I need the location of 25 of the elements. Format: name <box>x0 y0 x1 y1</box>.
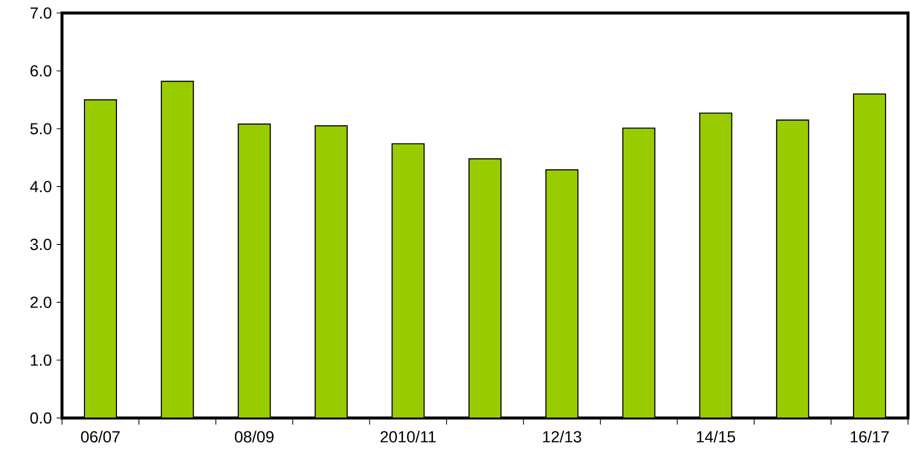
bar <box>314 125 348 418</box>
x-tick-label: 06/07 <box>81 430 120 442</box>
bar <box>468 158 502 418</box>
bar <box>545 169 578 418</box>
bar <box>853 93 886 418</box>
y-tick-label: 2.0 <box>30 296 52 308</box>
y-tick-label: 3.0 <box>30 238 52 250</box>
x-tick-label: 12/13 <box>543 430 582 442</box>
y-tick-label: 5.0 <box>30 123 52 134</box>
bar <box>238 124 271 418</box>
y-tick-label: 6.0 <box>30 65 52 77</box>
y-tick-label: 4.0 <box>30 180 52 192</box>
x-tick-label: 2010/11 <box>380 430 436 442</box>
y-tick-label: 0.0 <box>30 412 52 424</box>
bar <box>84 99 117 418</box>
x-tick-label: 08/09 <box>234 430 274 442</box>
y-tick-label: 7.0 <box>30 7 52 19</box>
y-tick-label: 1.0 <box>30 354 52 366</box>
bar <box>160 80 194 418</box>
bar <box>622 128 656 418</box>
x-tick-label: 14/15 <box>696 430 736 442</box>
bar <box>699 112 732 418</box>
bar <box>776 120 810 418</box>
x-tick-label: 16/17 <box>850 430 889 442</box>
bar <box>392 143 425 418</box>
